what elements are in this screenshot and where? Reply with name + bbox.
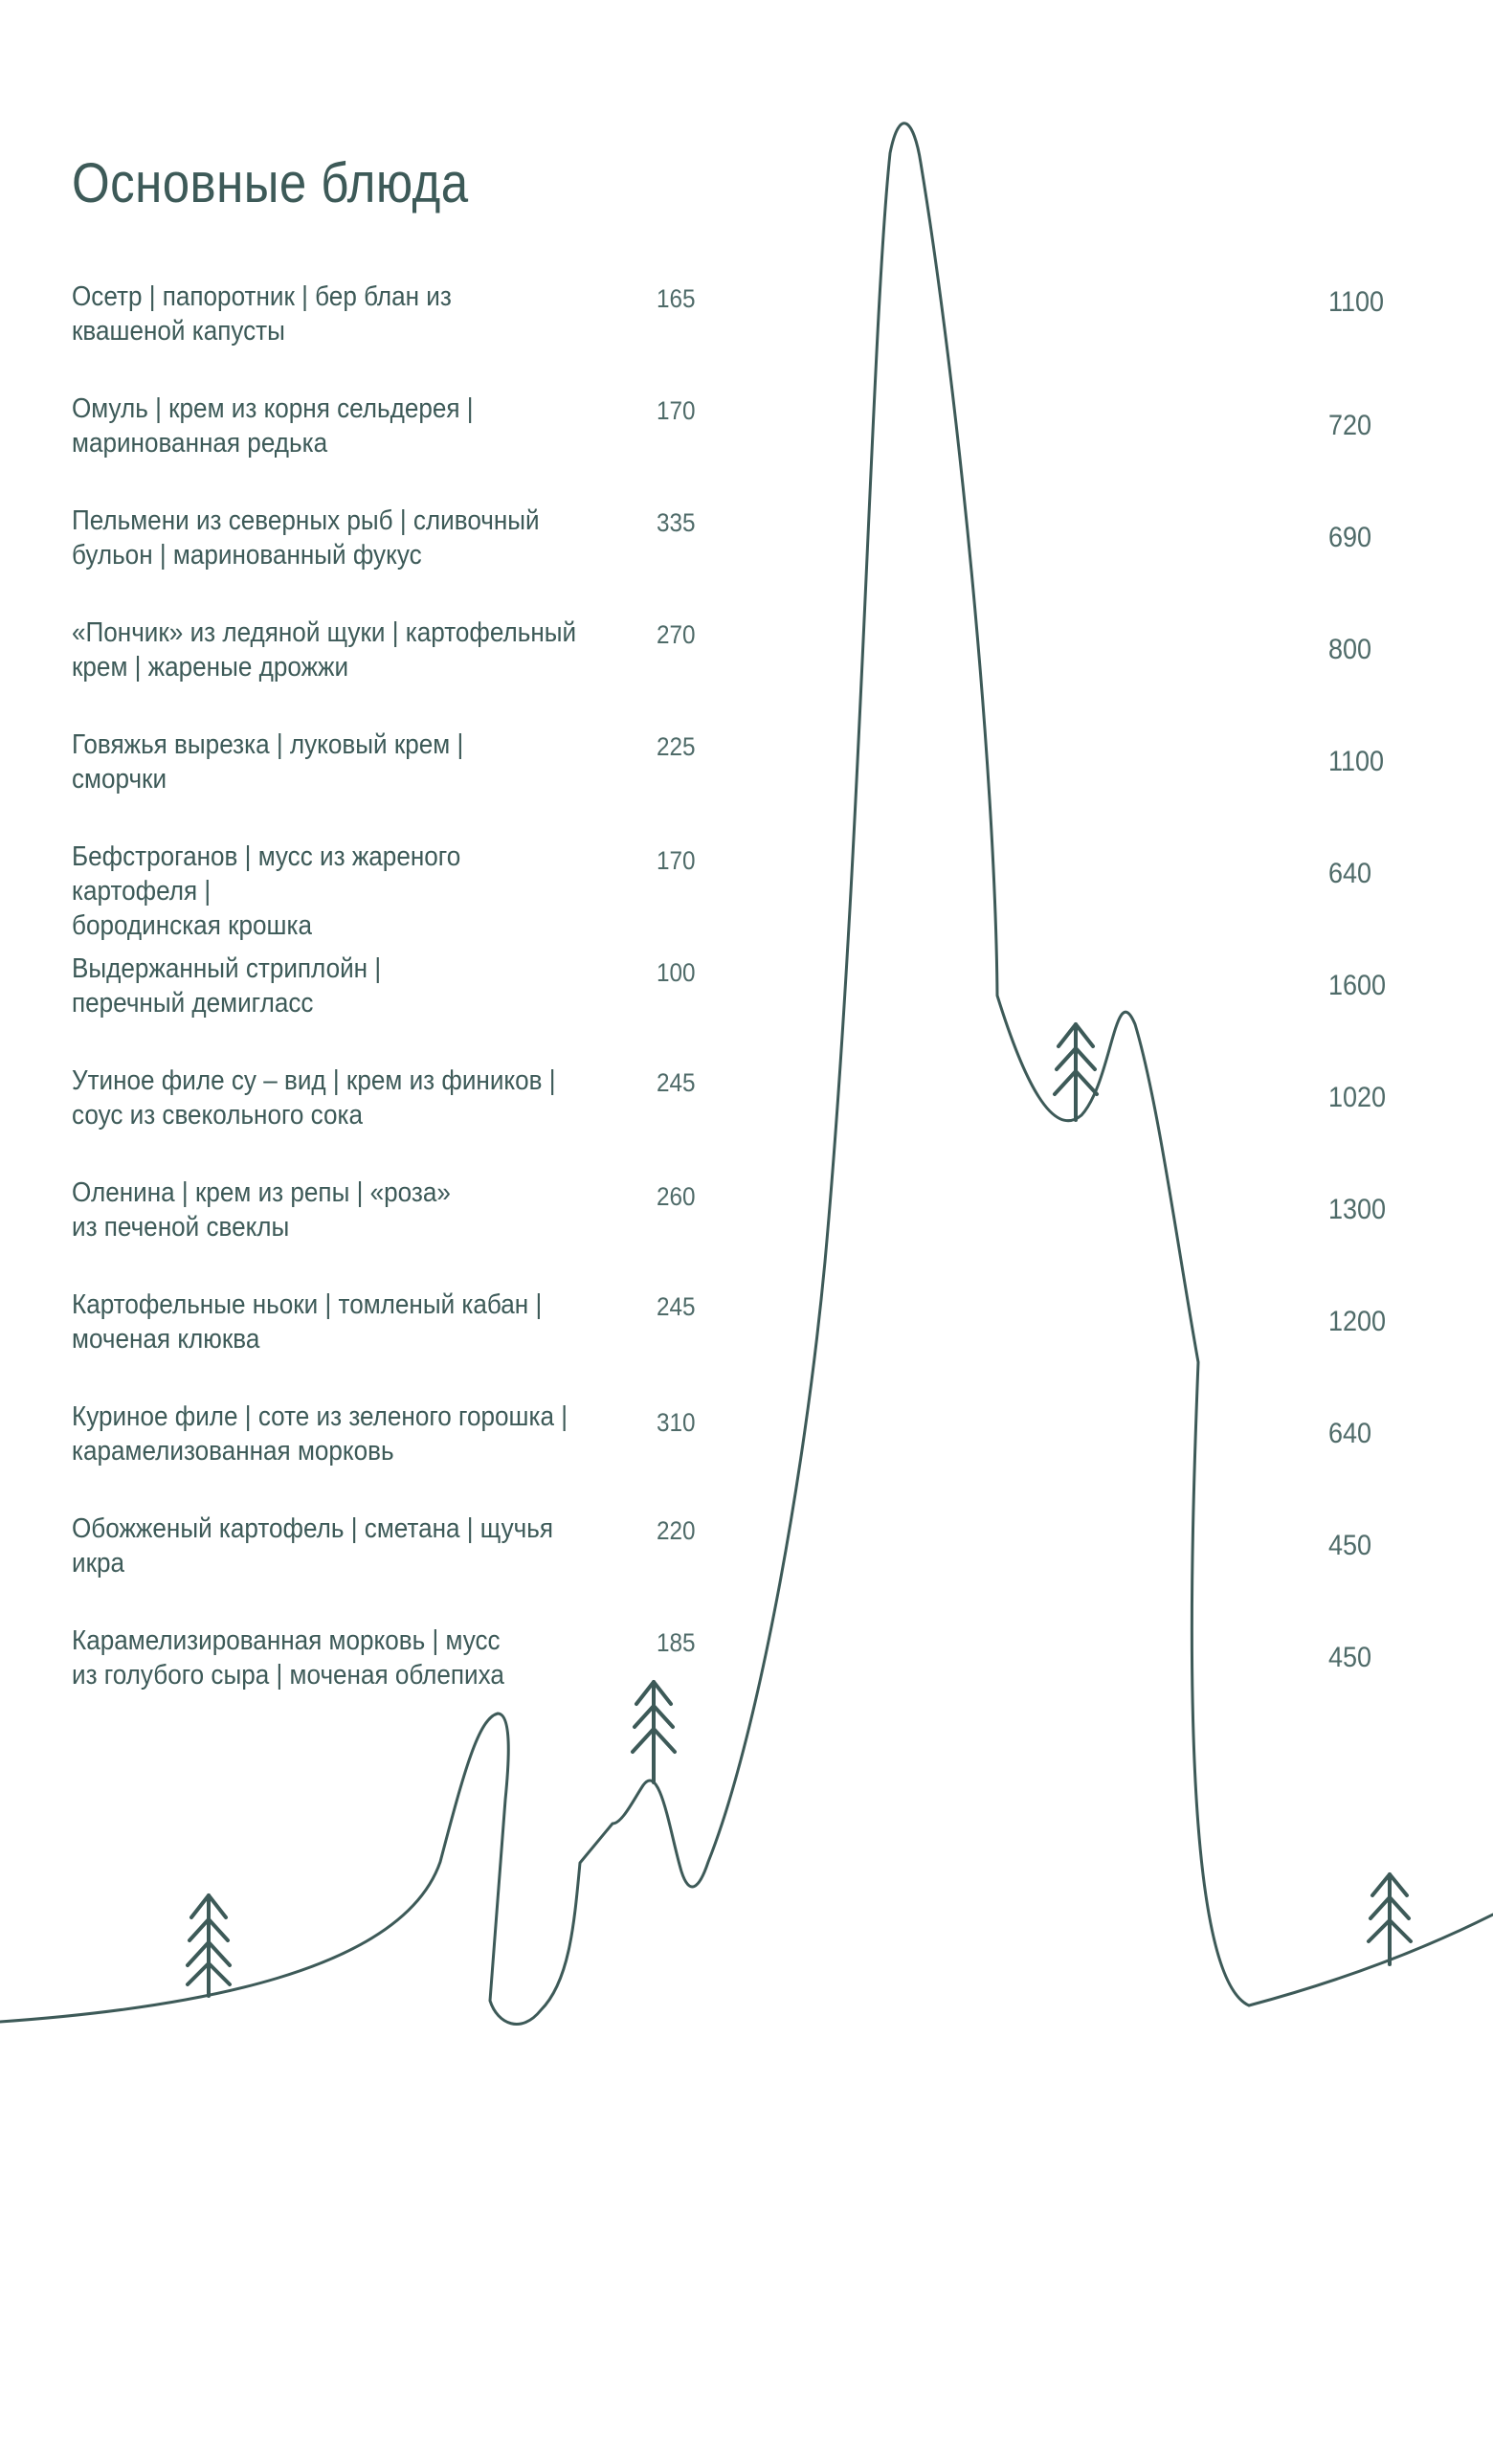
dish-name: Карамелизированная морковь | мусс из гол… [72,1625,504,1691]
dish-weight: 170 [657,846,696,875]
dish-name: Картофельные ньоки | томленый кабан | мо… [72,1289,543,1355]
menu-item: Оленина | крем из репы | «роза» из печен… [0,1176,1493,1271]
menu-item: Осетр | папоротник | бер блан из квашено… [0,280,1493,375]
dish-weight: 185 [657,1628,696,1657]
dish-weight: 270 [657,620,696,649]
dish-price: 1600 [1328,970,1387,1001]
fir-tree-icon [1367,1872,1413,1966]
page-title: Основные блюда [72,152,469,214]
menu-item: Картофельные ньоки | томленый кабан | мо… [0,1288,1493,1383]
dish-price: 1020 [1328,1082,1387,1113]
dish-name: Утиное филе су – вид | крем из фиников |… [72,1065,556,1131]
dish-weight: 260 [657,1182,696,1211]
dish-price: 1300 [1328,1194,1387,1225]
dish-name: Осетр | папоротник | бер блан из квашено… [72,281,452,347]
dish-price: 720 [1328,410,1372,441]
dish-price: 690 [1328,522,1372,553]
dish-price: 450 [1328,1642,1372,1673]
dish-name: Омуль | крем из корня сельдерея | марино… [72,393,474,459]
dish-name: Куриное филе | соте из зеленого горошка … [72,1401,568,1467]
dish-price: 1100 [1328,746,1385,777]
dish-name: Выдержанный стриплойн | перечный демигла… [72,953,382,1019]
dish-price: 800 [1328,634,1372,665]
menu-item: Выдержанный стриплойн | перечный демигла… [0,952,1493,1047]
fir-tree-icon [186,1893,232,1998]
menu-item: Бефстроганов | мусс из жареного картофел… [0,840,1493,941]
dish-price: 640 [1328,1418,1372,1449]
menu-item: Пельмени из северных рыб | сливочный бул… [0,504,1493,599]
dish-name: Пельмени из северных рыб | сливочный бул… [72,505,540,571]
menu-item: «Пончик» из ледяной щуки | картофельный … [0,616,1493,711]
dish-name: «Пончик» из ледяной щуки | картофельный … [72,617,577,683]
dish-name: Бефстроганов | мусс из жареного картофел… [72,841,461,941]
dish-price: 1200 [1328,1306,1387,1337]
dish-weight: 310 [657,1408,696,1437]
dish-weight: 170 [657,396,696,425]
menu-item: Утиное филе су – вид | крем из фиников |… [0,1064,1493,1159]
menu-item: Карамелизированная морковь | мусс из гол… [0,1624,1493,1719]
dish-weight: 245 [657,1292,696,1321]
dish-price: 640 [1328,858,1372,889]
menu-item: Говяжья вырезка | луковый крем | сморчки… [0,728,1493,823]
dish-price: 450 [1328,1530,1372,1561]
dish-weight: 335 [657,508,696,537]
menu-item: Куриное филе | соте из зеленого горошка … [0,1400,1493,1495]
dish-name: Обожженый картофель | сметана | щучья ик… [72,1513,553,1579]
dish-weight: 220 [657,1516,696,1545]
dish-weight: 245 [657,1068,696,1097]
dish-weight: 100 [657,958,696,987]
menu-item: Омуль | крем из корня сельдерея | марино… [0,392,1493,487]
menu-item: Обожженый картофель | сметана | щучья ик… [0,1512,1493,1607]
dish-weight: 225 [657,732,696,761]
dish-price: 1100 [1328,286,1385,318]
dish-name: Оленина | крем из репы | «роза» из печен… [72,1177,451,1243]
dish-weight: 165 [657,284,696,313]
dish-name: Говяжья вырезка | луковый крем | сморчки [72,729,464,795]
